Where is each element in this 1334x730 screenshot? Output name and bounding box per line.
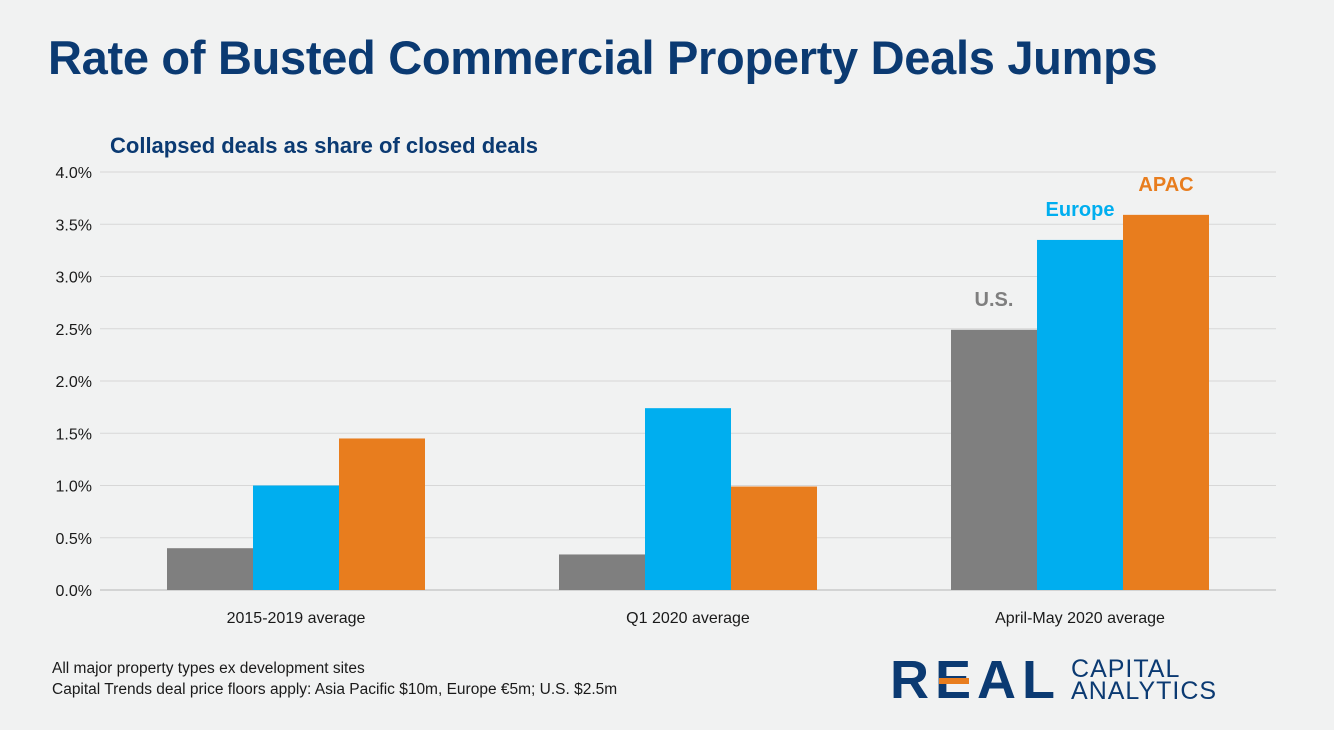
logo-tagline: CAPITAL ANALYTICS	[1071, 655, 1218, 705]
series-label: U.S.	[975, 289, 1014, 311]
bar	[253, 485, 339, 590]
logo-letter: E	[935, 650, 978, 710]
x-axis-categories: 2015-2019 average Q1 2020 average April-Ma…	[227, 610, 1165, 627]
bar	[951, 329, 1037, 590]
bar	[731, 486, 817, 590]
y-tick-label: 2.0%	[56, 374, 92, 391]
series-labels: U.S. Europe APAC	[975, 174, 1194, 311]
footnotes: All major property types ex development …	[52, 658, 617, 700]
y-tick-label: 1.5%	[56, 426, 92, 443]
y-axis-ticks: 0.0% 0.5% 1.0% 1.5% 2.0% 2.5% 3.0% 3.5% 4.0%	[56, 165, 92, 600]
bar	[167, 548, 253, 590]
bar-chart: 0.0% 0.5% 1.0% 1.5% 2.0% 2.5% 3.0% 3.5% 4.0% 201…	[56, 165, 1276, 627]
y-tick-label: 3.0%	[56, 270, 92, 287]
logo-line-capital: CAPITAL	[1071, 655, 1181, 683]
logo-e-accent	[939, 678, 969, 684]
y-tick-label: 2.5%	[56, 322, 92, 339]
logo-letter: R	[890, 650, 935, 710]
x-category-label: 2015-2019 average	[227, 610, 366, 627]
bars	[167, 214, 1209, 591]
bar	[1037, 239, 1123, 591]
series-label: APAC	[1138, 174, 1193, 196]
footnote-line: All major property types ex development …	[52, 660, 365, 677]
y-tick-label: 0.5%	[56, 531, 92, 548]
chart-title: Rate of Busted Commercial Property Deals…	[48, 31, 1158, 84]
logo-letter: A	[977, 650, 1023, 710]
footnote-line: Capital Trends deal price floors apply: …	[52, 681, 618, 698]
bar	[559, 554, 645, 590]
bar	[339, 438, 425, 590]
y-tick-label: 3.5%	[56, 217, 92, 234]
x-category-label: Q1 2020 average	[626, 610, 750, 627]
bar	[1123, 214, 1209, 590]
chart-subtitle: Collapsed deals as share of closed deals	[110, 133, 538, 158]
bar	[645, 408, 731, 590]
y-tick-label: 4.0%	[56, 165, 92, 182]
logo-line-analytics: ANALYTICS	[1071, 677, 1218, 705]
y-tick-label: 1.0%	[56, 479, 92, 496]
series-label: Europe	[1046, 199, 1115, 221]
logo-letter: L	[1022, 650, 1062, 710]
x-category-label: April-May 2020 average	[995, 610, 1165, 627]
y-tick-label: 0.0%	[56, 583, 92, 600]
